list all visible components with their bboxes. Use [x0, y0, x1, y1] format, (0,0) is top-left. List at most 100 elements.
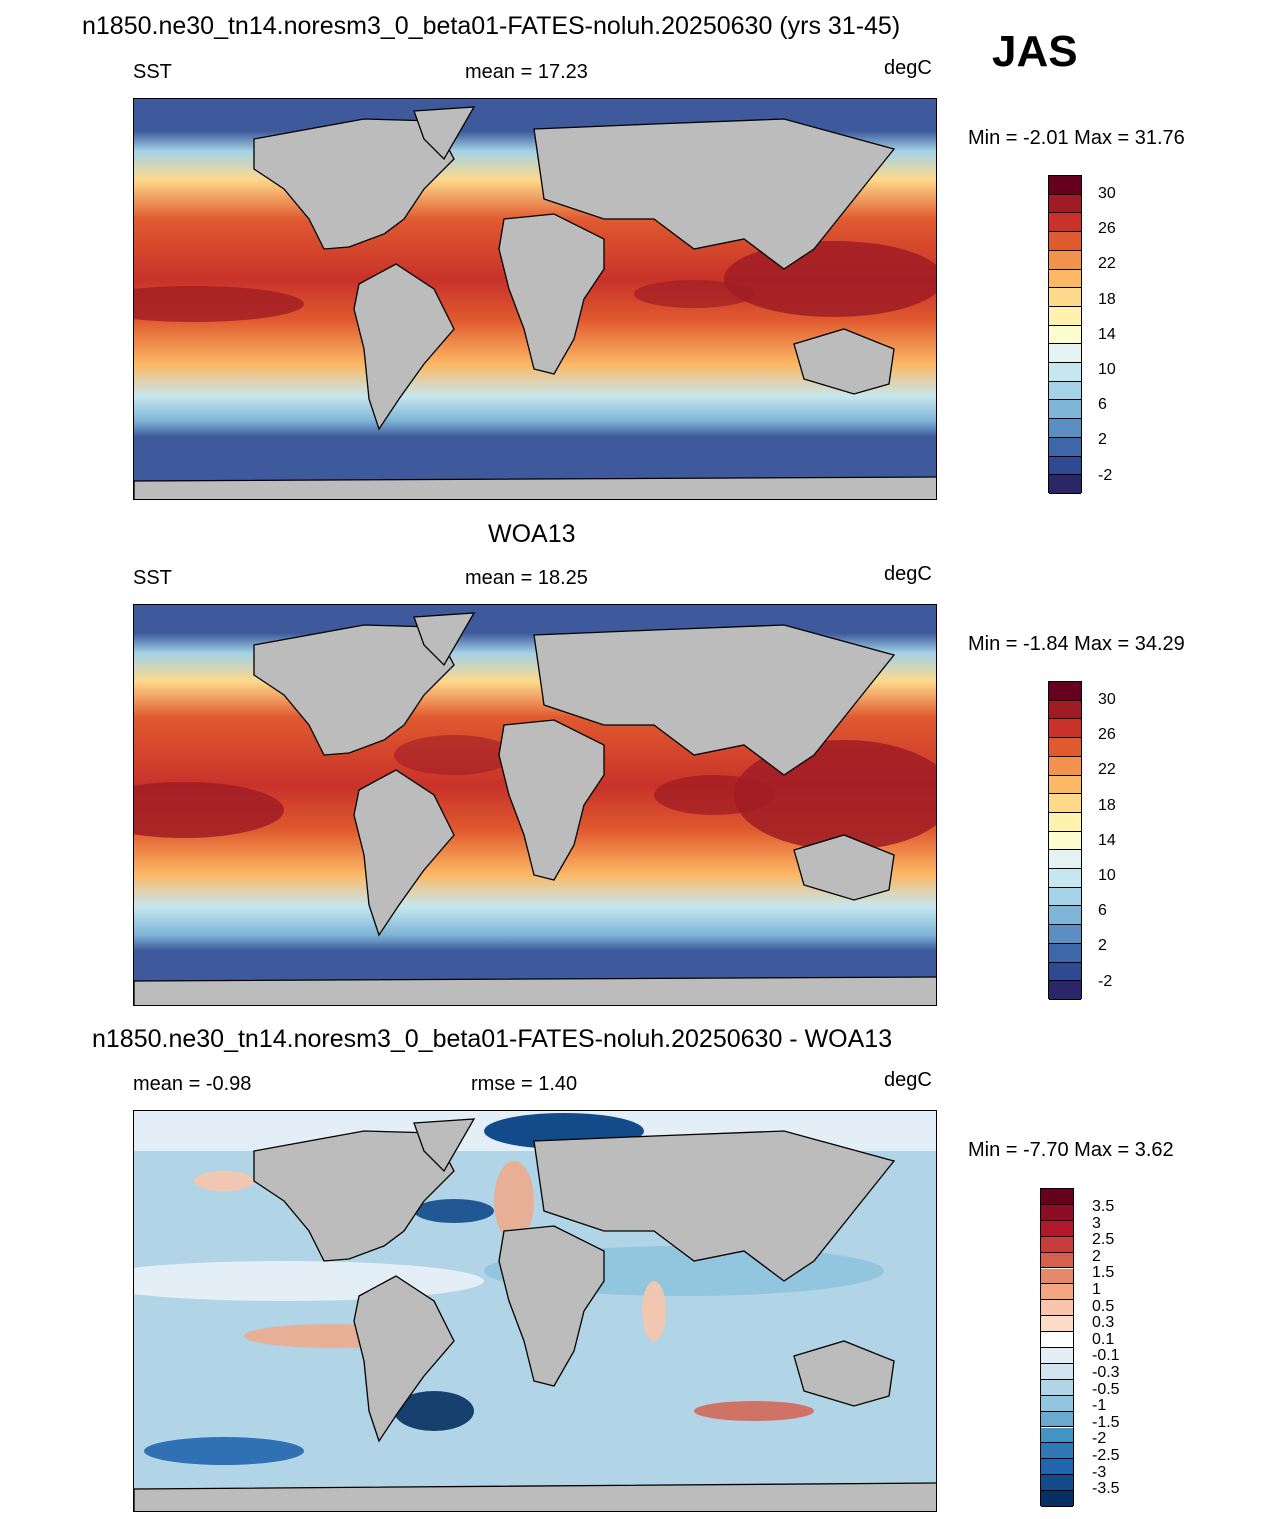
- panel3-colorbar-swatch: [1041, 1220, 1073, 1237]
- panel1-variable-label: SST: [133, 61, 172, 83]
- panel1-colorbar-tick-label: 6: [1098, 396, 1107, 414]
- panel2-colorbar-tick-label: 18: [1098, 796, 1116, 814]
- panel1-colorbar-swatch: [1049, 194, 1081, 214]
- panel1-colorbar-swatch: [1049, 475, 1081, 494]
- panel3-colorbar-tick-label: 2: [1092, 1247, 1101, 1265]
- figure-title: n1850.ne30_tn14.noresm3_0_beta01-FATES-n…: [82, 12, 901, 40]
- panel3-colorbar-swatch: [1041, 1443, 1073, 1460]
- panel3-colorbar-tick-label: 0.3: [1092, 1314, 1115, 1332]
- panel3-colorbar-tick-label: 0.5: [1092, 1297, 1115, 1315]
- panel1-colorbar-tick-label: 30: [1098, 185, 1116, 202]
- panel3-colorbar-tick-label: -1: [1092, 1397, 1107, 1415]
- panel3-colorbar-swatch: [1041, 1332, 1073, 1348]
- panel3-colorbar-tick-label: -2.5: [1092, 1447, 1120, 1464]
- panel2-colorbar-box: [1048, 681, 1082, 1000]
- panel1-colorbar-swatch: [1049, 344, 1081, 364]
- panel1-colorbar-swatch: [1049, 419, 1081, 438]
- panel1-mean-label: mean = 17.23: [465, 61, 588, 83]
- panel3-colorbar-swatch: [1041, 1268, 1073, 1285]
- panel2-colorbar-tick-label: 22: [1098, 761, 1116, 779]
- panel1-colorbar-swatch: [1049, 437, 1081, 457]
- panel1-colorbar-tick-label: 22: [1098, 255, 1116, 273]
- panel1-colorbar-swatch: [1049, 306, 1081, 326]
- panel2-colorbar-swatch: [1049, 962, 1081, 982]
- panel3-title: n1850.ne30_tn14.noresm3_0_beta01-FATES-n…: [92, 1025, 893, 1053]
- panel3-minmax-label: Min = -7.70 Max = 3.62: [968, 1139, 1174, 1161]
- panel3-colorbar-tick-label: -2: [1092, 1430, 1107, 1448]
- panel2-colorbar-swatch: [1049, 869, 1081, 888]
- panel3-rmse-label: rmse = 1.40: [471, 1073, 578, 1095]
- panel3-colorbar-swatch: [1041, 1411, 1073, 1428]
- panel2-colorbar-tick-label: 30: [1098, 691, 1116, 708]
- panel3-colorbar-swatch: [1041, 1379, 1073, 1396]
- panel3-colorbar-tick-label: 3: [1092, 1214, 1101, 1232]
- panel3-colorbar-swatch: [1041, 1284, 1073, 1301]
- panel3-units-label: degC: [884, 1069, 932, 1091]
- panel3-colorbar-swatch: [1041, 1316, 1073, 1333]
- panel1-colorbar-tick-label: 26: [1098, 220, 1116, 238]
- panel1-colorbar-swatch: [1049, 232, 1081, 251]
- panel2-colorbar-swatch: [1049, 812, 1081, 832]
- panel1-colorbar-tick-label: -2: [1098, 466, 1113, 484]
- panel1-colorbar-tick-label: 18: [1098, 290, 1116, 308]
- panel2-colorbar-swatch: [1049, 925, 1081, 944]
- panel1-colorbar-swatch: [1049, 213, 1081, 233]
- panel1-colorbar-box: [1048, 175, 1082, 494]
- panel2-colorbar-tick-label: 6: [1098, 902, 1107, 920]
- panel1-colorbar-swatch: [1049, 288, 1081, 307]
- panel2-colorbar-swatch: [1049, 719, 1081, 739]
- panel3-colorbar-tick-label: 1: [1092, 1281, 1101, 1298]
- panel2-mean-label: mean = 18.25: [465, 567, 588, 589]
- panel3-colorbar-swatch: [1041, 1475, 1073, 1492]
- panel2-colorbar-tick-label: -2: [1098, 972, 1113, 990]
- panel2-colorbar-swatch: [1049, 981, 1081, 1000]
- panel2-colorbar-swatch: [1049, 943, 1081, 963]
- panel1-colorbar-swatch: [1049, 176, 1081, 195]
- panel3-colorbar-tick-label: -1.5: [1092, 1413, 1120, 1431]
- panel3-colorbar-swatch: [1041, 1363, 1073, 1380]
- panel1-colorbar-swatch: [1049, 250, 1081, 270]
- panel2-colorbar-tick-label: 10: [1098, 867, 1116, 884]
- panel3-colorbar-tick-label: 0.1: [1092, 1330, 1115, 1348]
- panel2-colorbar-tick-label: 2: [1098, 937, 1107, 955]
- panel1-minmax-label: Min = -2.01 Max = 31.76: [968, 127, 1185, 149]
- panel3-colorbar-swatch: [1041, 1189, 1073, 1205]
- panel1-colorbar-tick-label: 14: [1098, 325, 1116, 343]
- panel2-colorbar-swatch: [1049, 794, 1081, 813]
- panel2-colorbar-tick-label: 14: [1098, 831, 1116, 849]
- panel1-map: [133, 98, 937, 500]
- panel2-colorbar-swatch: [1049, 738, 1081, 757]
- panel3-colorbar-swatch: [1041, 1395, 1073, 1412]
- panel2-colorbar-swatch: [1049, 775, 1081, 795]
- panel2-units-label: degC: [884, 563, 932, 585]
- panel1-colorbar-tick-label: 10: [1098, 361, 1116, 378]
- panel3-colorbar-tick-label: 1.5: [1092, 1264, 1115, 1282]
- panel2-colorbar-swatch: [1049, 906, 1081, 926]
- panel3-colorbar-tick-label: 3.5: [1092, 1198, 1115, 1215]
- panel2-colorbar-swatch: [1049, 831, 1081, 851]
- panel3-colorbar-tick-label: -0.5: [1092, 1380, 1120, 1398]
- season-label: JAS: [992, 27, 1078, 76]
- panel1-colorbar-swatch: [1049, 363, 1081, 382]
- panel2-minmax-label: Min = -1.84 Max = 34.29: [968, 633, 1185, 655]
- panel3-colorbar-box: [1040, 1188, 1074, 1507]
- panel3-colorbar-swatch: [1041, 1427, 1073, 1444]
- panel1-colorbar-tick-label: 2: [1098, 431, 1107, 449]
- panel3-colorbar-swatch: [1041, 1459, 1073, 1476]
- panel1-colorbar-swatch: [1049, 325, 1081, 345]
- panel2-colorbar-swatch: [1049, 756, 1081, 776]
- panel2-colorbar-swatch: [1049, 850, 1081, 870]
- panel1-colorbar-swatch: [1049, 456, 1081, 476]
- panel3-mean-label: mean = -0.98: [133, 1073, 252, 1095]
- panel3-colorbar-swatch: [1041, 1491, 1073, 1507]
- panel2-title: WOA13: [488, 520, 576, 548]
- panel3-colorbar-swatch: [1041, 1348, 1073, 1364]
- panel2-colorbar-swatch: [1049, 887, 1081, 907]
- panel3-map: [133, 1110, 937, 1512]
- panel2-variable-label: SST: [133, 567, 172, 589]
- panel3-colorbar-swatch: [1041, 1236, 1073, 1253]
- panel1-colorbar-swatch: [1049, 381, 1081, 401]
- panel3-colorbar-tick-label: -0.1: [1092, 1347, 1120, 1365]
- panel3-colorbar-swatch: [1041, 1252, 1073, 1269]
- panel3-colorbar-tick-label: -3.5: [1092, 1480, 1120, 1498]
